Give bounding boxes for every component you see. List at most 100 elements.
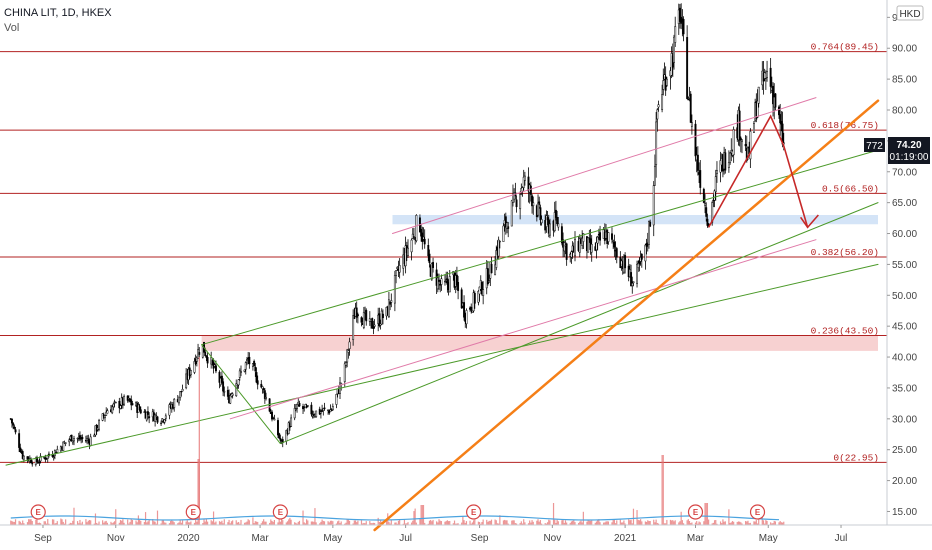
volume-bar bbox=[694, 522, 697, 525]
fib-label-1: 0.618(76.75) bbox=[811, 120, 879, 131]
candle-body bbox=[477, 290, 480, 303]
volume-bar bbox=[537, 519, 539, 525]
candle-body bbox=[507, 226, 510, 229]
green-connector-line[interactable] bbox=[201, 344, 281, 445]
red-arrow-head[interactable] bbox=[799, 214, 819, 229]
candle-body bbox=[198, 352, 201, 355]
volume-bar bbox=[574, 522, 576, 525]
candle-body bbox=[398, 265, 401, 273]
candle-body bbox=[769, 67, 772, 87]
candle-body bbox=[185, 373, 188, 389]
candle-body bbox=[293, 408, 296, 419]
volume-bar bbox=[487, 521, 489, 525]
volume-bar bbox=[730, 522, 732, 525]
candle-body bbox=[87, 438, 90, 441]
volume-bar bbox=[47, 519, 49, 525]
volume-bar bbox=[81, 521, 83, 525]
candle-body bbox=[220, 375, 223, 383]
candle-body bbox=[596, 236, 599, 244]
volume-bar bbox=[260, 523, 262, 525]
volume-bar bbox=[23, 523, 25, 525]
earnings-event-icon[interactable] bbox=[687, 504, 704, 520]
candle-body bbox=[205, 355, 208, 358]
candle-body bbox=[231, 393, 234, 396]
earnings-event-label: E bbox=[471, 508, 477, 517]
candle-body bbox=[396, 267, 399, 269]
volume-bar bbox=[152, 519, 154, 525]
volume-bar bbox=[412, 520, 414, 525]
earnings-event-icon[interactable] bbox=[185, 504, 201, 520]
candle-body bbox=[243, 369, 246, 372]
volume-bar bbox=[648, 521, 650, 525]
volume-bar bbox=[139, 519, 141, 525]
candle-body bbox=[180, 391, 183, 393]
volume-bar bbox=[94, 513, 97, 525]
volume-bar bbox=[295, 522, 297, 525]
volume-bar bbox=[749, 522, 751, 525]
pink-zone bbox=[201, 335, 879, 351]
earnings-event-icon[interactable] bbox=[749, 504, 766, 520]
volume-bar bbox=[172, 521, 174, 525]
candle-body bbox=[423, 238, 426, 245]
volume-bar bbox=[563, 522, 565, 525]
x-tick-label: Mar bbox=[687, 533, 705, 544]
candle-body bbox=[154, 414, 157, 422]
volume-bar bbox=[704, 503, 706, 525]
volume-bar bbox=[672, 520, 674, 525]
volume-bar bbox=[427, 523, 429, 525]
volume-bar bbox=[146, 522, 148, 525]
volume-bar bbox=[612, 519, 614, 525]
red-triangle-drawing[interactable] bbox=[707, 114, 785, 228]
earnings-event-icon[interactable] bbox=[30, 504, 46, 520]
candle-body bbox=[214, 365, 217, 372]
volume-bar bbox=[494, 519, 496, 525]
candle-body bbox=[504, 216, 507, 228]
green-channel-line-2[interactable] bbox=[201, 149, 879, 346]
green-channel-line-0[interactable] bbox=[5, 263, 879, 466]
candle-body bbox=[640, 253, 643, 260]
orange-trendline[interactable] bbox=[373, 99, 880, 532]
volume-bar bbox=[97, 523, 99, 525]
earnings-event-icon[interactable] bbox=[466, 504, 482, 520]
candle-body bbox=[13, 426, 16, 429]
volume-bar bbox=[378, 521, 380, 525]
candle-body bbox=[290, 417, 293, 427]
volume-bar bbox=[555, 522, 557, 525]
volume-bar bbox=[682, 523, 685, 525]
volume-bar bbox=[696, 521, 698, 525]
volume-bar bbox=[557, 521, 559, 525]
red-arrow-shaft[interactable] bbox=[782, 145, 809, 228]
currency-badge[interactable] bbox=[896, 5, 924, 21]
volume-bar bbox=[110, 521, 112, 525]
candle-body bbox=[14, 429, 17, 433]
volume-bar bbox=[778, 522, 780, 525]
earnings-event-icon[interactable] bbox=[272, 504, 288, 520]
volume-bar bbox=[356, 522, 358, 525]
volume-bar bbox=[13, 521, 15, 525]
volume-bar bbox=[270, 519, 272, 525]
volume-bar bbox=[261, 521, 264, 525]
earnings-event-label: E bbox=[36, 508, 42, 517]
symbol-badge-text: 772 bbox=[866, 141, 883, 152]
volume-bar bbox=[206, 521, 209, 525]
candle-body bbox=[648, 221, 650, 245]
volume-bar bbox=[294, 522, 296, 525]
candle-body bbox=[21, 451, 24, 459]
candle-body bbox=[590, 244, 593, 253]
candle-body bbox=[565, 243, 568, 260]
pink-channel-line-0[interactable] bbox=[229, 239, 817, 420]
candle-body bbox=[471, 310, 474, 313]
green-channel-line-1[interactable] bbox=[279, 202, 879, 445]
candle-body bbox=[716, 170, 718, 174]
candle-body bbox=[362, 312, 365, 328]
candle-body bbox=[206, 357, 209, 364]
pink-channel-line-1[interactable] bbox=[391, 97, 817, 235]
candle-body bbox=[488, 280, 491, 283]
volume-bar bbox=[303, 522, 305, 525]
volume-indicator-label[interactable]: Vol bbox=[4, 22, 20, 34]
volume-bar bbox=[577, 522, 580, 525]
candle-body bbox=[343, 363, 346, 382]
volume-bar bbox=[347, 519, 349, 525]
volume-bar bbox=[210, 520, 212, 525]
